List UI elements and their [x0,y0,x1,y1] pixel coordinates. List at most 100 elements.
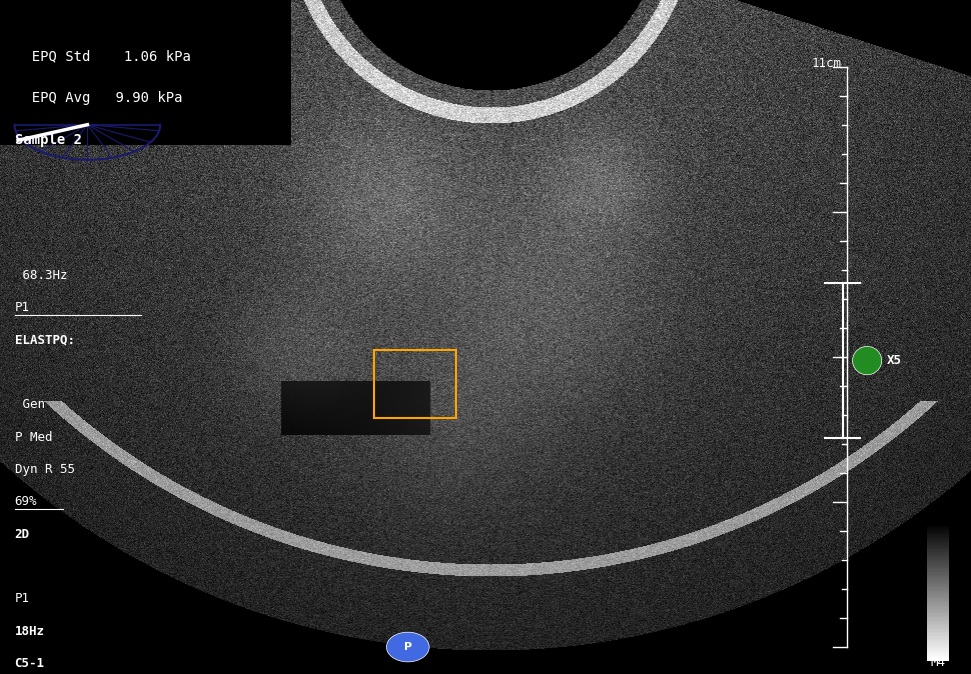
Bar [927,527,949,528]
Bar [927,650,949,651]
Bar [927,622,949,623]
Bar [927,571,949,572]
Text: P: P [404,642,412,652]
Bar [927,579,949,580]
Bar [927,526,949,527]
Text: EPQ Avg   9.90 kPa: EPQ Avg 9.90 kPa [15,91,183,105]
Bar [927,646,949,647]
Text: P1: P1 [15,301,29,314]
Bar [927,602,949,603]
Bar [927,547,949,549]
Bar [927,651,949,652]
Bar [927,550,949,551]
Bar [927,638,949,639]
Bar [927,543,949,545]
Bar [927,611,949,613]
Bar [927,558,949,560]
Bar [927,655,949,656]
Text: 2D: 2D [15,528,29,541]
Bar [927,640,949,642]
Bar [927,610,949,611]
Text: C5-1: C5-1 [15,657,45,670]
Bar [927,596,949,598]
Bar [927,582,949,583]
Bar [927,530,949,531]
Bar [927,601,949,602]
Bar [927,644,949,646]
Bar [927,567,949,568]
Bar [927,572,949,574]
Bar [927,639,949,640]
Text: 11cm: 11cm [812,57,842,70]
Bar [0,0,291,145]
Bar [927,532,949,534]
Text: X5: X5 [887,354,901,367]
Text: 18Hz: 18Hz [15,625,45,638]
Ellipse shape [853,346,882,375]
Bar [927,574,949,575]
Bar [927,592,949,594]
Bar [927,528,949,530]
Bar [927,549,949,550]
Bar [927,642,949,643]
Bar [927,635,949,636]
Bar [927,619,949,621]
Bar [927,584,949,586]
Bar [927,626,949,628]
Bar [927,632,949,634]
Bar [927,576,949,578]
Bar [927,607,949,609]
Bar [927,541,949,542]
Bar [927,590,949,591]
Circle shape [386,632,429,662]
Text: Gen: Gen [15,398,45,411]
Text: ELASTPQ:: ELASTPQ: [15,334,75,346]
Bar [927,625,949,626]
Bar [927,613,949,614]
Bar [927,658,949,659]
Bar [927,617,949,618]
Bar [927,594,949,595]
Text: P Med: P Med [15,431,52,443]
Bar [927,563,949,564]
Text: EPQ Std    1.06 kPa: EPQ Std 1.06 kPa [15,49,190,63]
Bar [927,564,949,565]
Text: 69%: 69% [15,495,37,508]
Text: P1: P1 [15,592,29,605]
Bar [927,654,949,655]
Bar [927,586,949,587]
Bar [927,531,949,532]
Bar [927,615,949,617]
Bar [927,568,949,570]
Bar [927,534,949,535]
Bar [927,647,949,648]
Bar [927,659,949,661]
Bar [927,591,949,592]
Bar [927,535,949,537]
Bar [927,643,949,644]
Bar [927,634,949,635]
Bar [927,553,949,554]
Bar [927,551,949,553]
Bar [927,578,949,579]
Bar [927,648,949,650]
Bar [927,538,949,539]
Bar [927,561,949,563]
Bar [927,618,949,619]
Bar [927,609,949,610]
Bar [927,652,949,654]
Bar [927,575,949,576]
Text: Sample 2: Sample 2 [15,133,82,147]
Bar [927,630,949,631]
Bar [927,599,949,601]
Bar [927,606,949,607]
Bar [927,570,949,571]
Bar [927,587,949,588]
Bar [927,656,949,658]
Bar [927,546,949,547]
Bar [927,631,949,632]
Bar [927,557,949,558]
Bar [927,565,949,567]
Bar [927,583,949,584]
Bar [927,614,949,615]
